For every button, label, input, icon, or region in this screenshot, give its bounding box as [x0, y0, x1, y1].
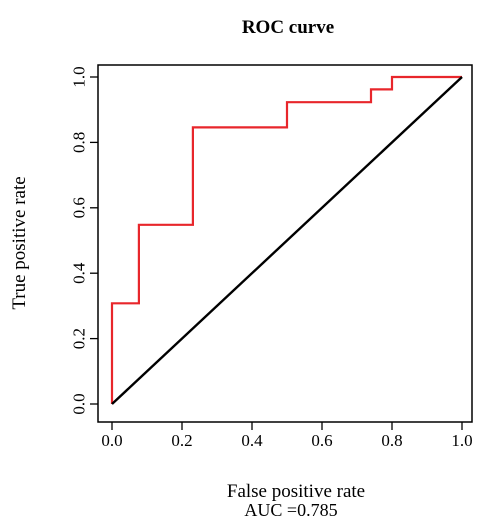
- plot-frame: [97, 64, 473, 423]
- x-tick-label: 0.4: [241, 431, 263, 450]
- x-tick-label: 0.8: [381, 431, 402, 450]
- x-tick-label: 0.2: [171, 431, 192, 450]
- roc-curve-line: [110, 75, 462, 404]
- y-tick-label: 1.0: [70, 66, 89, 87]
- x-axis: 0.0 0.2 0.4 0.6 0.8 1.0: [101, 422, 473, 450]
- y-tick-label: 0.0: [70, 393, 89, 414]
- y-tick-label: 0.4: [70, 262, 89, 284]
- y-axis: 0.0 0.2 0.4 0.6 0.8 1.0: [70, 66, 98, 415]
- x-tick-label: 0.6: [311, 431, 332, 450]
- chart-title: ROC curve: [242, 17, 334, 38]
- y-axis-label: True positive rate: [9, 176, 30, 309]
- x-tick-label: 1.0: [451, 431, 472, 450]
- y-tick-label: 0.6: [70, 197, 89, 218]
- chance-diagonal-line: [111, 76, 463, 405]
- x-axis-label: False positive rate: [227, 481, 365, 502]
- y-tick-label: 0.2: [70, 328, 89, 349]
- y-tick-label: 0.8: [70, 132, 89, 153]
- x-tick-label: 0.0: [101, 431, 122, 450]
- auc-annotation: AUC =0.785: [244, 500, 337, 518]
- series-layer: [110, 75, 463, 405]
